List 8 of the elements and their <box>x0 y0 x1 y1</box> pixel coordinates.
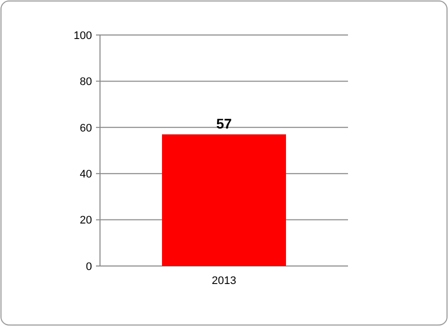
y-tick-label: 20 <box>80 214 92 227</box>
y-tick-label: 80 <box>80 76 92 88</box>
y-tick-label: 60 <box>80 122 92 134</box>
x-tick-label: 2013 <box>212 275 236 287</box>
y-tick-label: 0 <box>86 260 92 273</box>
y-tick-label: 100 <box>74 30 92 42</box>
data-label: 57 <box>216 115 232 132</box>
y-tick-label: 40 <box>80 168 92 180</box>
